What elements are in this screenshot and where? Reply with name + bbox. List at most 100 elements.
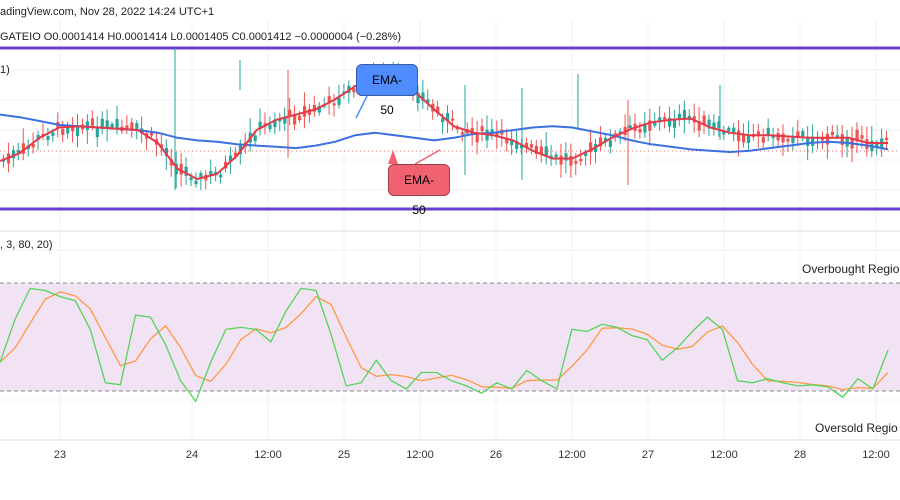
candle-body <box>125 125 129 131</box>
candle-body <box>638 128 642 133</box>
ema-50-red-callout[interactable]: EMA-50 <box>388 164 450 217</box>
ema-red-pointer-line <box>414 149 441 165</box>
candle-body <box>732 127 736 134</box>
x-tick-label: 23 <box>53 449 67 461</box>
candle-body <box>830 131 834 136</box>
candle-body <box>169 159 173 166</box>
candle-body <box>421 92 425 101</box>
candle-body <box>658 117 662 123</box>
candle-body <box>426 99 430 103</box>
candle-body <box>702 115 706 125</box>
candle-body <box>559 155 563 165</box>
candle-body <box>288 109 292 116</box>
candle-body <box>569 155 573 166</box>
x-tick-label: 12:00 <box>254 449 282 461</box>
ema-red-pointer <box>388 150 398 164</box>
candle-body <box>510 140 514 146</box>
x-tick-label: 25 <box>337 449 351 461</box>
stochastic-panel <box>0 282 900 403</box>
candle-body <box>663 117 667 121</box>
candle-body <box>36 134 40 140</box>
candle-body <box>174 163 178 175</box>
candle-body <box>159 144 164 148</box>
candle-body <box>677 113 682 119</box>
candle-body <box>598 137 603 147</box>
candle-body <box>11 150 16 159</box>
oversold-region-label: Oversold Regio <box>815 421 898 435</box>
candle-body <box>737 130 741 142</box>
stoch-region-band <box>0 283 900 391</box>
x-tick-label: 26 <box>489 449 503 461</box>
candle-body <box>668 117 672 127</box>
candle-body <box>268 124 272 130</box>
candle-body <box>302 105 307 117</box>
candle-body <box>835 135 839 138</box>
ema-50-blue-line <box>0 113 889 154</box>
candle-body <box>416 92 420 104</box>
candle-body <box>761 137 765 143</box>
candle-body <box>746 134 751 143</box>
candle-body <box>66 127 70 134</box>
candle-body <box>21 143 25 154</box>
candle-body <box>490 129 494 134</box>
candle-body <box>766 127 770 136</box>
candle-body <box>603 137 608 142</box>
candle-body <box>845 137 849 147</box>
candle-body <box>90 118 94 126</box>
candle-body <box>682 109 686 121</box>
candle-body <box>579 158 583 162</box>
x-tick-label: 12:00 <box>710 449 738 461</box>
candle-body <box>722 130 726 135</box>
candle-body <box>100 118 104 129</box>
candle-body <box>707 119 711 129</box>
candle-body <box>885 137 889 140</box>
ema-callout-lines <box>355 93 441 165</box>
candle-body <box>796 131 800 138</box>
candle-body <box>648 120 652 131</box>
x-tick-label: 12:00 <box>406 449 434 461</box>
candle-body <box>801 131 805 137</box>
chart-source-line: adingView.com, Nov 28, 2022 14:24 UTC+1 <box>0 6 215 18</box>
ema-blue-pointer <box>355 93 369 119</box>
candle-body <box>441 118 445 123</box>
candle-body <box>135 123 139 129</box>
candle-body <box>95 127 99 138</box>
x-tick-label: 12:00 <box>862 449 890 461</box>
candle-body <box>717 121 721 128</box>
x-tick-label: 27 <box>641 449 655 461</box>
candle-body <box>653 122 657 126</box>
candle-body <box>534 145 538 154</box>
candle-body <box>446 113 450 121</box>
candle-body <box>46 135 50 141</box>
candle-body <box>460 132 464 135</box>
candle-body <box>31 143 35 148</box>
candle-body <box>529 144 534 148</box>
x-tick-label: 12:00 <box>558 449 586 461</box>
candle-body <box>327 96 331 103</box>
candle-body <box>825 133 830 145</box>
candle-body <box>574 160 578 164</box>
candle-body <box>189 177 193 181</box>
ema-50-blue-callout[interactable]: EMA-50 <box>356 64 418 117</box>
candle-body <box>332 103 336 106</box>
candle-body <box>865 139 869 150</box>
candle-body <box>524 142 529 149</box>
candle-body <box>791 137 795 144</box>
candle-body <box>771 135 775 139</box>
candle-body <box>298 115 302 121</box>
candle-body <box>199 173 203 178</box>
candle-body <box>554 154 558 158</box>
candle-body <box>16 150 20 154</box>
candle-body <box>756 131 760 137</box>
candle-body <box>71 126 75 132</box>
candle-body <box>786 138 790 142</box>
stochastic-indicator-label: , 3, 80, 20) <box>0 239 53 251</box>
candle-body <box>253 135 257 142</box>
candle-body <box>164 147 168 157</box>
candle-body <box>712 122 716 130</box>
candle-body <box>258 121 262 130</box>
candle-body <box>450 118 455 121</box>
candle-body <box>194 180 198 185</box>
ohlc-line: GATEIO O0.0001414 H0.0001414 L0.0001405 … <box>0 31 401 43</box>
